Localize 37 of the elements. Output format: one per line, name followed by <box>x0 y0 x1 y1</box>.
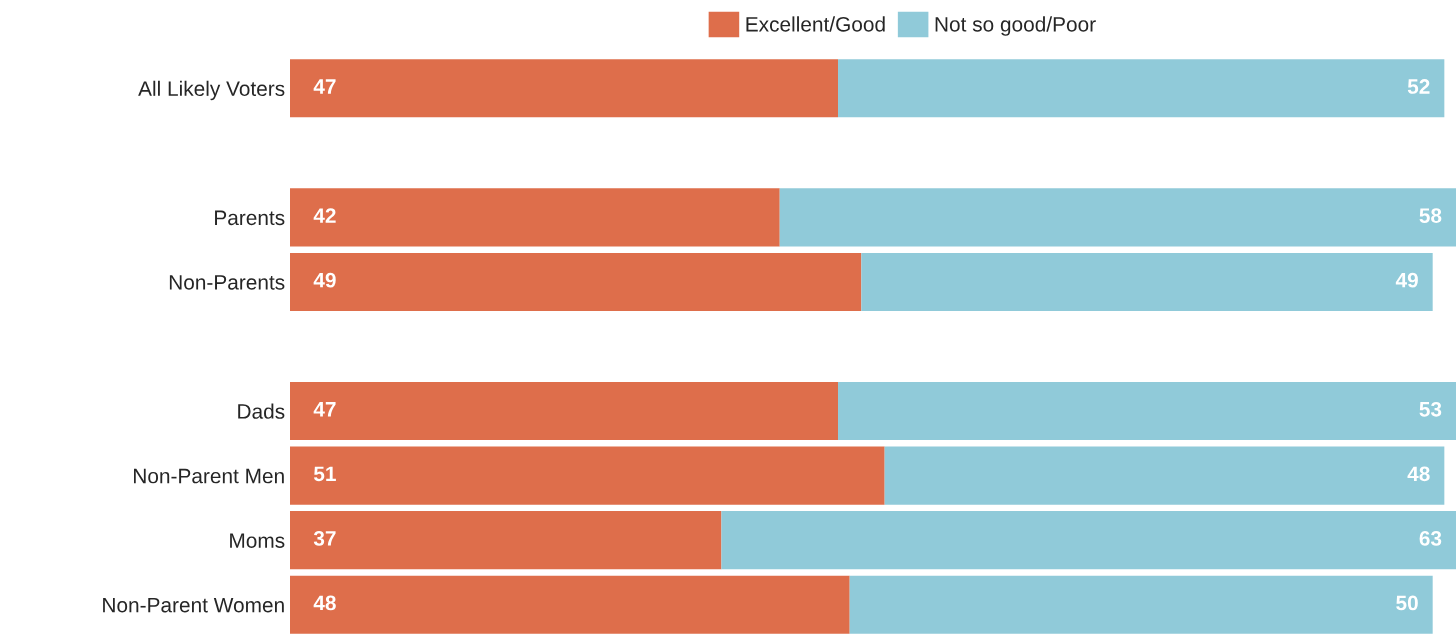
bar <box>290 188 780 247</box>
bar <box>884 446 1445 505</box>
y-tick-label: All Likely Voters <box>138 80 285 101</box>
bar <box>861 252 1433 311</box>
bar <box>849 575 1433 634</box>
bar <box>290 59 839 118</box>
data-label: 48 <box>1407 466 1430 482</box>
y-tick-label: Non-Parents <box>169 275 285 290</box>
data-label: 53 <box>1419 401 1442 417</box>
data-label: 49 <box>1395 272 1418 288</box>
data-label: 47 <box>313 402 336 417</box>
bar <box>779 188 1456 247</box>
bar <box>290 446 885 505</box>
bar <box>290 511 722 570</box>
bar <box>838 59 1445 118</box>
data-label: 58 <box>1419 208 1442 223</box>
y-tick-label: Parents <box>215 210 285 226</box>
bar <box>721 511 1456 570</box>
data-label: 52 <box>1407 79 1430 94</box>
bar <box>290 252 862 311</box>
data-label: 49 <box>313 272 336 288</box>
data-label: 50 <box>1396 595 1418 611</box>
data-label: 48 <box>313 595 336 611</box>
data-label: 51 <box>313 466 336 482</box>
data-label: 37 <box>313 531 336 546</box>
data-label: 42 <box>313 208 336 223</box>
legend-label: Not so good/Poor <box>935 16 1096 36</box>
y-tick-label: Moms <box>230 533 285 548</box>
y-tick-label: Non-Parent Men <box>134 468 284 484</box>
bar <box>290 382 839 441</box>
data-label: 47 <box>313 79 336 94</box>
bar <box>290 575 850 634</box>
y-tick-label: Non-Parent Women <box>103 597 284 613</box>
bar <box>838 382 1456 441</box>
legend-label: Excellent/Good <box>746 16 885 32</box>
y-tick-label: Dads <box>238 403 285 419</box>
data-label: 63 <box>1419 531 1442 546</box>
